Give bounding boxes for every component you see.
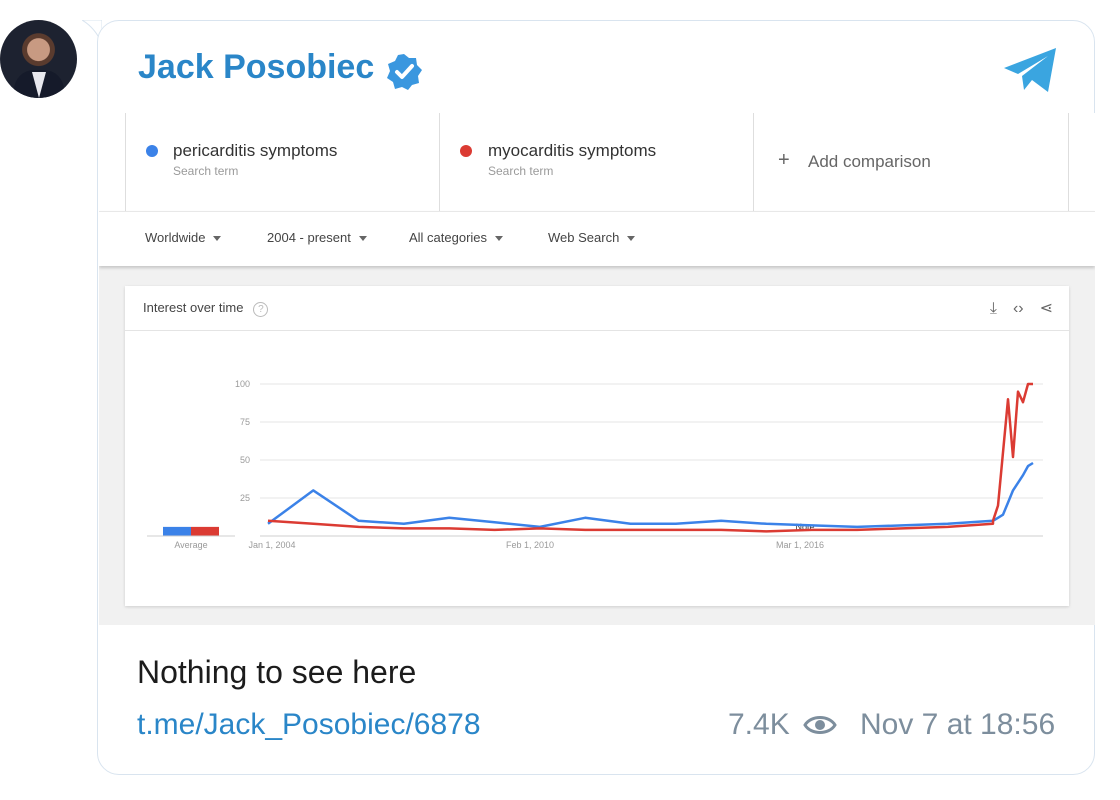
eye-icon [803,716,837,734]
term-color-dot [146,145,158,157]
author-name[interactable]: Jack Posobiec [138,48,375,86]
average-label: Average [174,540,207,550]
y-tick-label: 75 [240,417,250,427]
x-tick-label: Mar 1, 2016 [776,540,824,550]
series-line [267,382,1033,533]
term-myocarditis[interactable]: myocarditis symptoms Search term [439,113,754,211]
interest-over-time-card: Interest over time? ⤓ ‹› ⋖ 25 50 75 100 Jan 1,… [125,286,1069,606]
message-date: Nov 7 at 18:56 [860,708,1056,741]
caret-down-icon [213,236,222,242]
add-comparison-button[interactable]: + Add comparison [753,113,1069,211]
card-title: Interest over time? [143,300,269,317]
search-terms-bar: pericarditis symptoms Search term myocar… [99,113,1095,211]
share-icon[interactable]: ⋖ [1039,300,1053,317]
bubble-tail [82,20,102,44]
filter-label: All categories [409,230,488,245]
caret-down-icon [627,236,636,242]
filter-label: Web Search [548,230,620,245]
card-title-text: Interest over time [143,300,244,315]
download-icon[interactable]: ⤓ [989,300,997,317]
caret-down-icon [495,236,504,242]
add-comparison-label: Add comparison [808,152,931,171]
filter-category[interactable]: All categories [409,230,504,245]
filter-label: 2004 - present [267,230,351,245]
y-tick-label: 25 [240,493,250,503]
note-marker: Note [795,522,814,532]
average-bar [191,526,219,536]
term-sub: Search term [488,164,554,178]
average-bar [163,526,191,536]
filter-label: Worldwide [145,230,206,245]
card-actions: ⤓ ‹› ⋖ [974,298,1053,318]
embed-icon[interactable]: ‹› [1012,300,1024,317]
x-tick-label: Feb 1, 2010 [506,540,554,550]
filter-time[interactable]: 2004 - present [267,230,367,245]
term-color-dot [460,145,472,157]
term-name: pericarditis symptoms [173,141,338,160]
x-tick-label: Jan 1, 2004 [248,540,295,550]
telegram-icon[interactable] [1002,46,1060,96]
y-tick-label: 50 [240,455,250,465]
caret-down-icon [358,236,367,242]
filter-search-type[interactable]: Web Search [548,230,636,245]
term-pericarditis[interactable]: pericarditis symptoms Search term [125,113,440,211]
plus-icon: + [778,149,790,171]
card-divider [125,330,1069,331]
filters-bar: Worldwide 2004 - present All categories … [99,211,1095,266]
trends-screenshot: pericarditis symptoms Search term myocar… [99,113,1095,625]
term-sub: Search term [173,164,239,178]
message-link[interactable]: t.me/Jack_Posobiec/6878 [137,708,481,741]
filter-region[interactable]: Worldwide [145,230,222,245]
avatar[interactable] [0,20,77,98]
help-icon[interactable]: ? [253,302,269,317]
interest-chart: 25 50 75 100 Jan 1, 2004 Feb 1, 2010 Mar 1, 20… [147,379,1043,550]
series-line [267,461,1034,529]
view-count: 7.4K [728,708,790,741]
y-tick-label: 100 [235,379,250,389]
verified-badge-icon [387,54,422,90]
term-name: myocarditis symptoms [488,141,657,160]
message-caption: Nothing to see here [137,654,417,690]
